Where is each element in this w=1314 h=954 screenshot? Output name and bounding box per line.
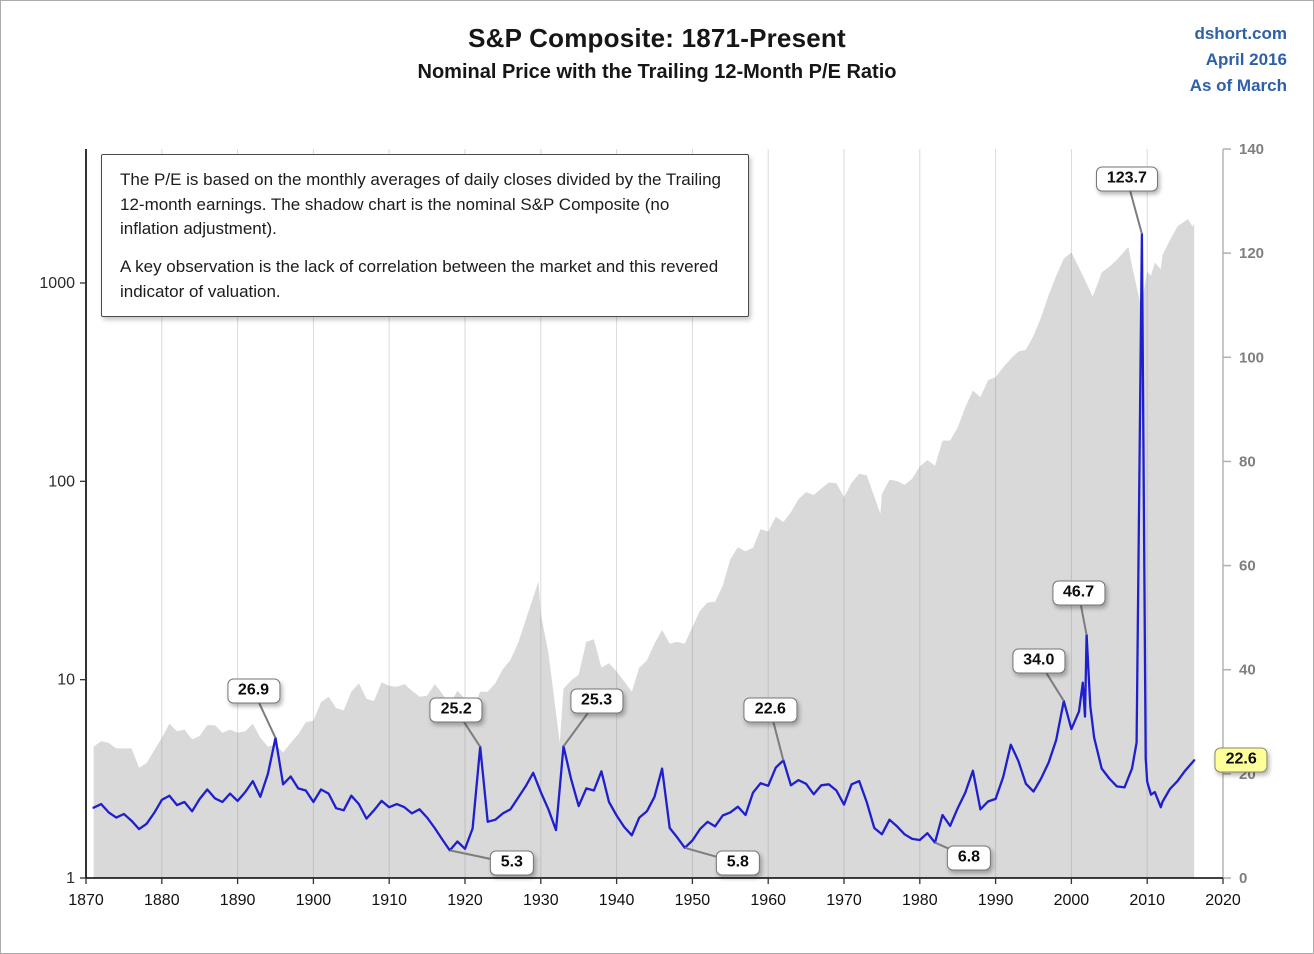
x-axis-label-1970: 1970: [826, 892, 862, 909]
x-axis-label-1920: 1920: [447, 892, 483, 909]
x-axis-label-1980: 1980: [902, 892, 938, 909]
x-axis-label-2000: 2000: [1054, 892, 1090, 909]
pe-ratio-line-series: [92, 232, 1196, 852]
x-axis-label-1900: 1900: [296, 892, 332, 909]
chart-subtitle: Nominal Price with the Trailing 12-Month…: [417, 61, 897, 83]
source-site: dshort.com: [1194, 24, 1287, 43]
annotation-paragraph-2: A key observation is the lack of correla…: [120, 256, 719, 301]
right-axis-label-60: 60: [1239, 558, 1256, 575]
right-axis-label-140: 140: [1239, 141, 1264, 158]
right-axis-label-20: 20: [1239, 766, 1256, 783]
x-axis-label-1950: 1950: [675, 892, 711, 909]
left-axis-label-1: 1: [66, 870, 75, 887]
right-axis-label-120: 120: [1239, 245, 1264, 262]
annotation-paragraph-1: The P/E is based on the monthly averages…: [120, 170, 722, 239]
x-axis-label-1910: 1910: [371, 892, 407, 909]
chart-title: S&P Composite: 1871-Present: [468, 23, 846, 53]
price-area-series: [93, 219, 1195, 878]
right-axis-label-80: 80: [1239, 453, 1256, 470]
source-attribution: dshort.com April 2016 As of March: [1190, 21, 1287, 99]
right-axis-label-100: 100: [1239, 349, 1264, 366]
x-axis-label-1990: 1990: [978, 892, 1014, 909]
x-axis-label-1930: 1930: [523, 892, 559, 909]
x-axis-label-1960: 1960: [750, 892, 786, 909]
x-axis-label-2020: 2020: [1205, 892, 1241, 909]
x-axis-label-2010: 2010: [1129, 892, 1165, 909]
x-axis-label-1890: 1890: [220, 892, 256, 909]
x-axis-label-1880: 1880: [144, 892, 180, 909]
callout-tail: [252, 690, 277, 739]
source-date: April 2016: [1205, 50, 1287, 69]
callout-tail: [1125, 178, 1143, 235]
right-axis-label-40: 40: [1239, 662, 1256, 679]
annotation-box: The P/E is based on the monthly averages…: [101, 154, 749, 318]
x-axis-label-1940: 1940: [599, 892, 635, 909]
left-axis-label-1000: 1000: [39, 275, 75, 292]
left-axis-label-100: 100: [48, 473, 75, 490]
x-axis-label-1870: 1870: [68, 892, 104, 909]
source-asof: As of March: [1189, 76, 1287, 95]
left-axis-label-10: 10: [57, 672, 75, 689]
right-axis-label-0: 0: [1239, 870, 1247, 887]
